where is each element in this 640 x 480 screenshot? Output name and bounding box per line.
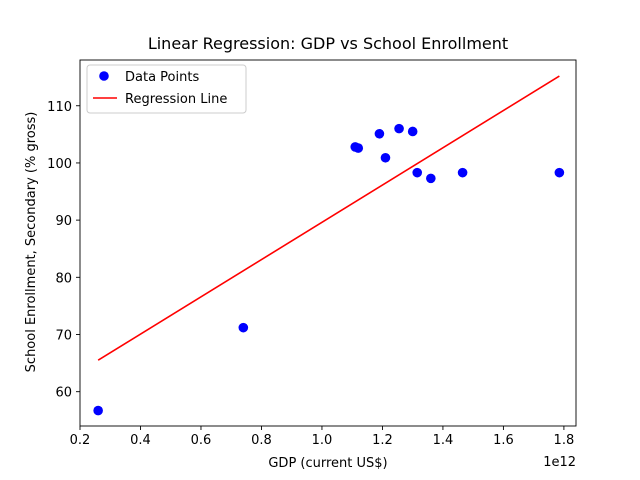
data-point	[93, 405, 103, 416]
x-tick-label: 1.2	[372, 433, 393, 448]
x-axis-label: GDP (current US$)	[268, 456, 387, 471]
chart-title: Linear Regression: GDP vs School Enrollm…	[148, 34, 508, 53]
x-tick-label: 0.4	[130, 433, 151, 448]
data-point	[426, 173, 436, 184]
x-axis-offset-label: 1e12	[543, 455, 576, 470]
y-tick-label: 60	[55, 386, 72, 401]
y-axis-label: School Enrollment, Secondary (% gross)	[24, 112, 39, 373]
x-tick-label: 1.8	[554, 433, 575, 448]
y-tick-label: 70	[55, 329, 72, 344]
data-point	[457, 167, 468, 178]
x-tick-label: 0.8	[251, 433, 272, 448]
x-tick-label: 1.4	[433, 433, 454, 448]
data-point	[407, 126, 418, 137]
data-point	[238, 322, 249, 333]
x-tick-label: 1.6	[493, 433, 514, 448]
plot-area: 0.2 0.4 0.6 0.8 1.0 1.2 1.4 1.6 1.8 60 70 80 90 100 11…	[47, 59, 577, 448]
legend-box	[86, 64, 247, 114]
data-point	[380, 152, 391, 163]
legend-label-regression-line: Regression Line	[125, 92, 227, 107]
data-point	[374, 128, 385, 139]
data-point	[554, 167, 565, 178]
legend-marker-data-points	[99, 71, 109, 81]
y-tick-label: 100	[47, 157, 72, 172]
x-tick-label: 1.0	[312, 433, 333, 448]
y-tick-label: 110	[47, 100, 72, 115]
regression-line	[97, 75, 560, 361]
y-tick-label: 90	[55, 214, 72, 229]
data-point	[353, 143, 364, 153]
axes-frame	[79, 59, 577, 427]
x-tick-label: 0.2	[70, 433, 91, 448]
x-tick-label: 0.6	[191, 433, 212, 448]
data-point	[394, 123, 404, 134]
y-tick-label: 80	[55, 271, 72, 286]
data-point	[412, 167, 423, 178]
legend-label-data-points: Data Points	[125, 70, 199, 85]
